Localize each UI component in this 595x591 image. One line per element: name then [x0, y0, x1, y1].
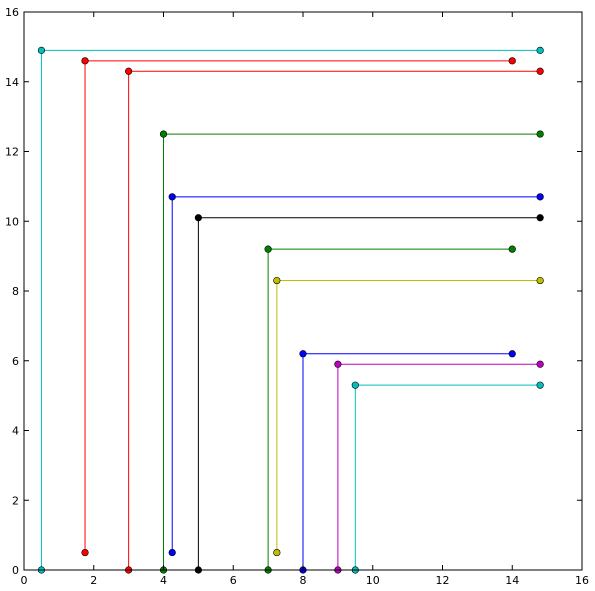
series-line [197, 217, 541, 570]
data-point [299, 350, 307, 358]
series-line [337, 363, 541, 570]
series-6 [264, 245, 516, 574]
data-point [508, 350, 516, 358]
y-tick-label: 0 [12, 564, 19, 577]
series-8 [299, 350, 516, 574]
data-point [334, 360, 342, 368]
x-tick-label: 14 [505, 574, 519, 587]
x-tick-label: 2 [90, 574, 97, 587]
data-point [536, 193, 544, 201]
series-line [40, 49, 541, 570]
y-tick-label: 8 [12, 285, 19, 298]
series-line [128, 70, 541, 570]
series-line [354, 384, 541, 570]
series-line [276, 280, 541, 553]
series-5 [194, 214, 544, 574]
data-point [351, 381, 359, 389]
series-10 [351, 381, 544, 574]
data-point [536, 130, 544, 138]
data-point [125, 67, 133, 75]
data-point [81, 57, 89, 65]
data-point [536, 360, 544, 368]
series-1 [81, 57, 516, 557]
series-line [84, 60, 513, 553]
data-point [37, 46, 46, 54]
series-4 [168, 193, 544, 557]
series-layer [37, 46, 544, 574]
data-point [536, 276, 544, 285]
data-point [159, 130, 168, 138]
data-point [536, 381, 544, 389]
data-point [264, 245, 272, 253]
x-tick-label: 12 [436, 574, 450, 587]
y-tick-label: 14 [5, 76, 19, 89]
series-3 [159, 130, 544, 574]
data-point [536, 46, 544, 54]
data-point [536, 214, 544, 222]
y-tick-label: 16 [5, 6, 19, 19]
series-line [267, 248, 513, 570]
data-point [536, 67, 544, 75]
x-tick-label: 4 [160, 574, 167, 587]
series-2 [125, 67, 544, 574]
x-tick-label: 16 [575, 574, 589, 587]
axis-layer: 0 2 4 6 8 10 12 14 16 0 2 4 6 8 10 12 14 16 [5, 6, 589, 587]
data-point [273, 548, 281, 557]
series-line [171, 196, 541, 553]
series-9 [334, 360, 544, 574]
x-tick-label: 10 [366, 574, 380, 587]
y-tick-label: 4 [12, 425, 19, 438]
y-tick-label: 12 [5, 146, 19, 159]
y-tick-label: 2 [12, 494, 19, 507]
data-point [81, 548, 89, 557]
y-tick-label: 10 [5, 215, 19, 228]
series-line [163, 133, 541, 570]
x-tick-label: 8 [300, 574, 307, 587]
x-tick-label: 0 [21, 574, 28, 587]
data-point [168, 193, 176, 201]
data-point [508, 57, 516, 65]
data-point [508, 245, 516, 253]
data-point [194, 214, 202, 222]
series-0 [37, 46, 544, 574]
data-point [168, 548, 176, 557]
series-line [302, 353, 513, 570]
x-tick-label: 6 [230, 574, 237, 587]
series-7 [273, 276, 544, 557]
y-tick-label: 6 [12, 355, 19, 368]
data-point [273, 276, 281, 285]
